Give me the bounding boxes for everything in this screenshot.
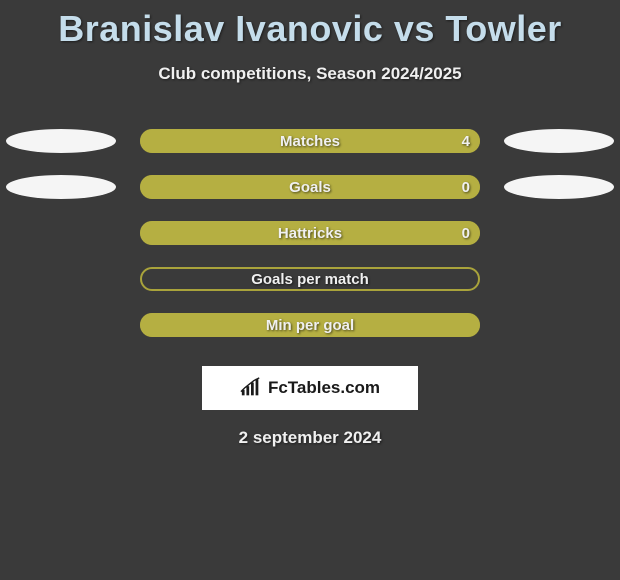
logo-box: FcTables.com xyxy=(202,366,418,410)
bar-container: Goals per match xyxy=(140,267,480,291)
bar-container: Goals0 xyxy=(140,175,480,199)
stat-label: Goals xyxy=(140,175,480,199)
stat-row: Matches4 xyxy=(0,118,620,164)
stat-right-value: 0 xyxy=(462,175,470,199)
bar-container: Min per goal xyxy=(140,313,480,337)
stat-row: Min per goal xyxy=(0,302,620,348)
left-ellipse xyxy=(6,175,116,199)
stat-right-value: 4 xyxy=(462,129,470,153)
stat-label: Goals per match xyxy=(140,267,480,291)
stat-right-value: 0 xyxy=(462,221,470,245)
right-ellipse xyxy=(504,175,614,199)
bar-container: Hattricks0 xyxy=(140,221,480,245)
chart-icon xyxy=(240,377,262,399)
right-ellipse xyxy=(504,129,614,153)
logo-text: FcTables.com xyxy=(268,378,380,398)
left-ellipse xyxy=(6,129,116,153)
page-subtitle: Club competitions, Season 2024/2025 xyxy=(0,64,620,84)
date-text: 2 september 2024 xyxy=(0,428,620,448)
stat-label: Matches xyxy=(140,129,480,153)
stat-row: Hattricks0 xyxy=(0,210,620,256)
stat-row: Goals0 xyxy=(0,164,620,210)
stats-list: Matches4Goals0Hattricks0Goals per matchM… xyxy=(0,118,620,348)
stat-label: Hattricks xyxy=(140,221,480,245)
bar-container: Matches4 xyxy=(140,129,480,153)
stat-label: Min per goal xyxy=(140,313,480,337)
page-title: Branislav Ivanovic vs Towler xyxy=(0,0,620,50)
stat-row: Goals per match xyxy=(0,256,620,302)
